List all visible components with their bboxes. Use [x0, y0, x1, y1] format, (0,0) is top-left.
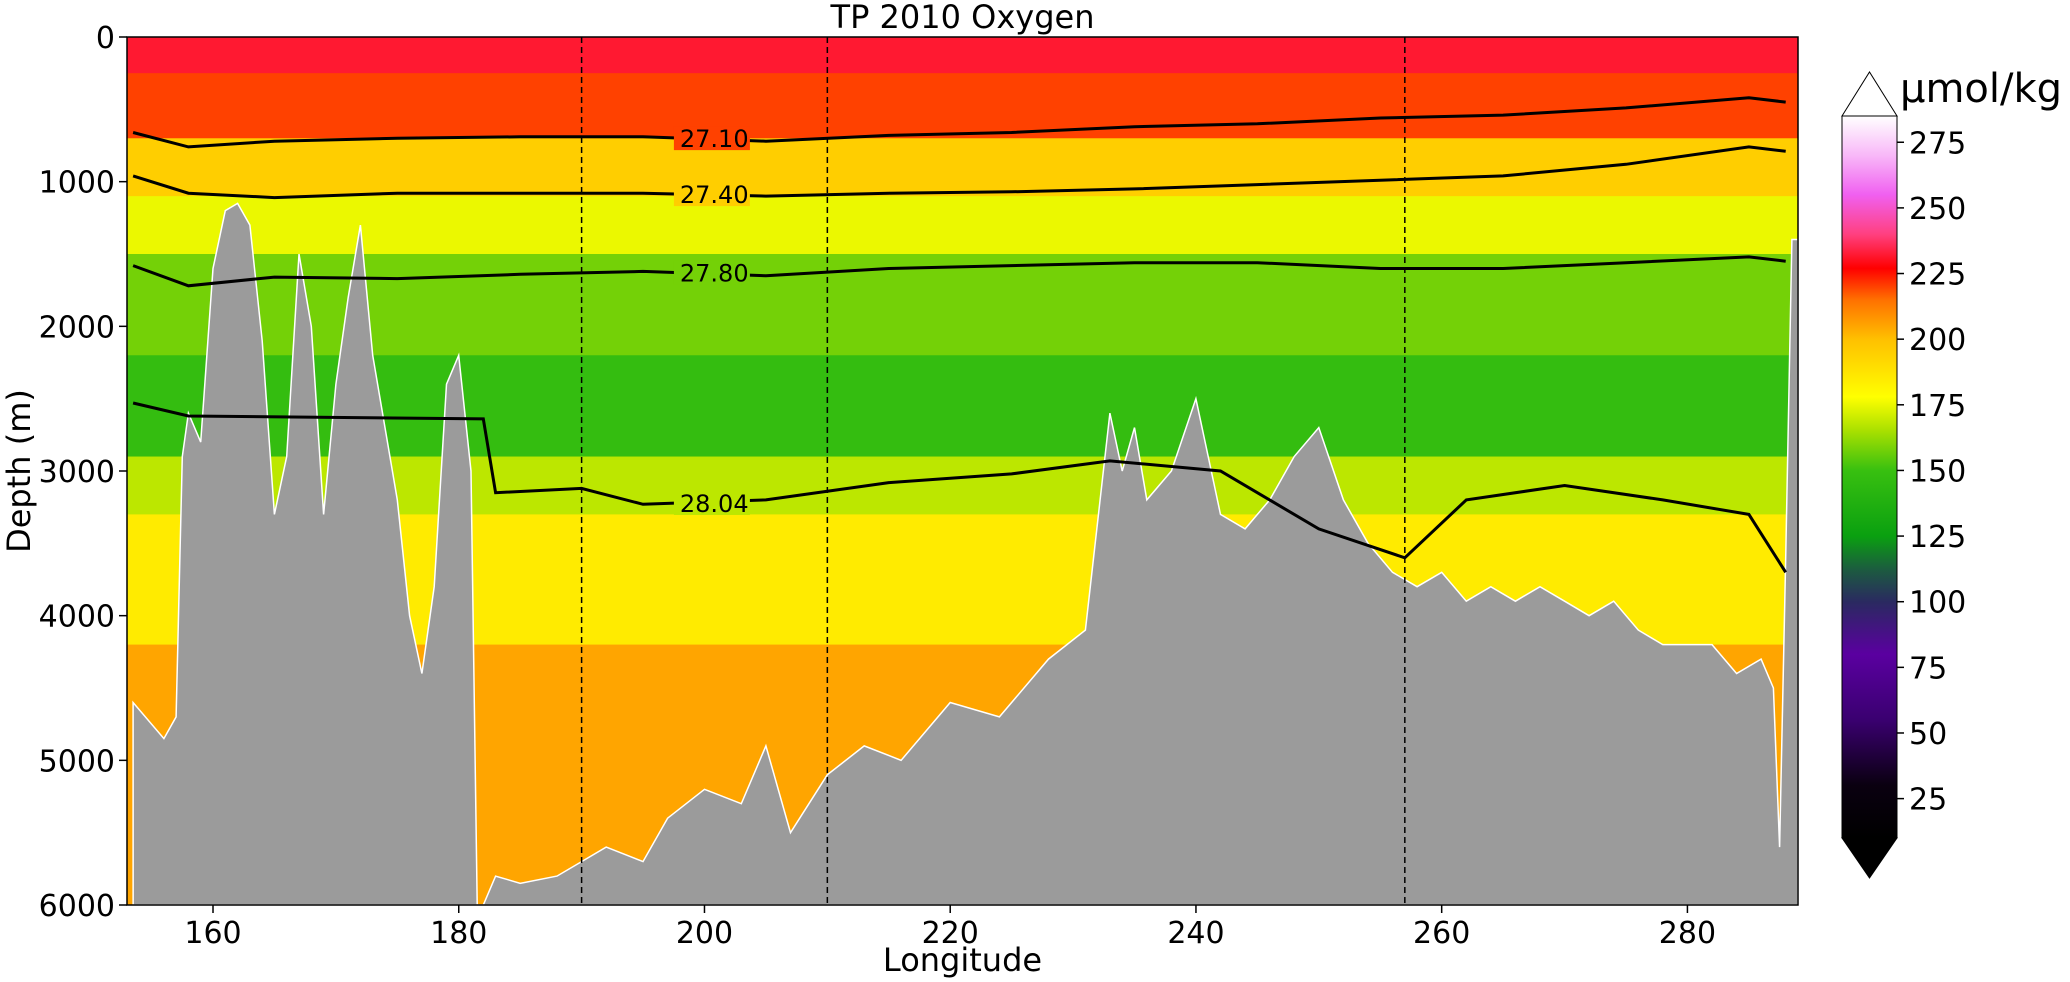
oxygen-band-0 [127, 37, 1798, 75]
oxygen-band-1 [127, 73, 1798, 140]
colorbar-tick-label: 275 [1909, 126, 1966, 161]
colorbar: 25 50 75 100 125 150 175 200 225 250 275 µmol/kg [1841, 66, 2062, 879]
colorbar-tick-label: 250 [1909, 192, 1966, 227]
x-axis-label: Longitude [883, 941, 1042, 979]
oxygen-band-6 [127, 456, 1798, 516]
y-tick-label: 4000 [39, 600, 115, 635]
colorbar-tick-label: 225 [1909, 258, 1966, 293]
oxygen-band-3 [127, 196, 1798, 255]
plot-area: 27.10 27.40 27.80 28.04 [127, 37, 1798, 905]
x-tick-label: 260 [1413, 916, 1470, 951]
isopycnal-27.10 [132, 96, 1786, 149]
colorbar-unit: µmol/kg [1900, 66, 2062, 112]
contour-label-bg [673, 182, 750, 207]
x-tick-label: 220 [922, 916, 979, 951]
colorbar-extend-bottom [1841, 837, 1898, 879]
y-tick-label: 6000 [39, 889, 115, 924]
colorbar-tick-label: 200 [1909, 323, 1966, 358]
colorbar-tick-label: 100 [1909, 586, 1966, 621]
contour-label-bg [673, 490, 750, 515]
isopycnal-28.04 [132, 401, 1787, 574]
colorbar-ticks: 25 50 75 100 125 150 175 200 225 250 275 [1897, 126, 1966, 818]
bathymetry [132, 202, 1798, 905]
y-tick-label: 1000 [39, 166, 115, 201]
y-tick-label: 5000 [39, 744, 115, 779]
contour-label-28.04: 28.04 [680, 490, 749, 518]
isopycnal-contours: 27.10 27.40 27.80 28.04 [132, 96, 1787, 574]
colorbar-gradient [1842, 116, 1897, 838]
x-tick-label: 160 [184, 916, 241, 951]
x-tick-label: 180 [430, 916, 487, 951]
contour-label-bg [673, 260, 750, 285]
colorbar-tick-label: 25 [1909, 783, 1947, 818]
y-axis: 0 1000 2000 3000 4000 5000 6000 [39, 21, 127, 924]
colorbar-tick-label: 75 [1909, 651, 1947, 686]
contour-label-27.10: 27.10 [680, 125, 749, 153]
oxygen-band-4 [127, 254, 1798, 357]
oxygen-band-2 [127, 138, 1798, 198]
y-tick-label: 0 [96, 21, 115, 56]
x-tick-label: 280 [1659, 916, 1716, 951]
colorbar-tick-label: 125 [1909, 520, 1966, 555]
y-axis-label: Depth (m) [0, 389, 38, 553]
contour-label-bg [673, 126, 750, 151]
x-axis: 160 180 200 220 240 260 280 [184, 905, 1716, 951]
contour-label-27.40: 27.40 [680, 181, 749, 209]
colorbar-extend-top [1841, 71, 1898, 117]
y-tick-label: 3000 [39, 455, 115, 490]
oxygen-band-5 [127, 355, 1798, 458]
isopycnal-27.40 [132, 145, 1786, 200]
chart-title: TP 2010 Oxygen [830, 0, 1095, 36]
x-tick-label: 200 [676, 916, 733, 951]
colorbar-tick-label: 150 [1909, 454, 1966, 489]
isopycnal-27.80 [132, 255, 1786, 288]
x-tick-label: 240 [1167, 916, 1224, 951]
colorbar-tick-label: 175 [1909, 389, 1966, 424]
colorbar-tick-label: 50 [1909, 717, 1947, 752]
contour-label-27.80: 27.80 [680, 260, 749, 288]
section-dividers [580, 37, 1406, 905]
y-tick-label: 2000 [39, 310, 115, 345]
